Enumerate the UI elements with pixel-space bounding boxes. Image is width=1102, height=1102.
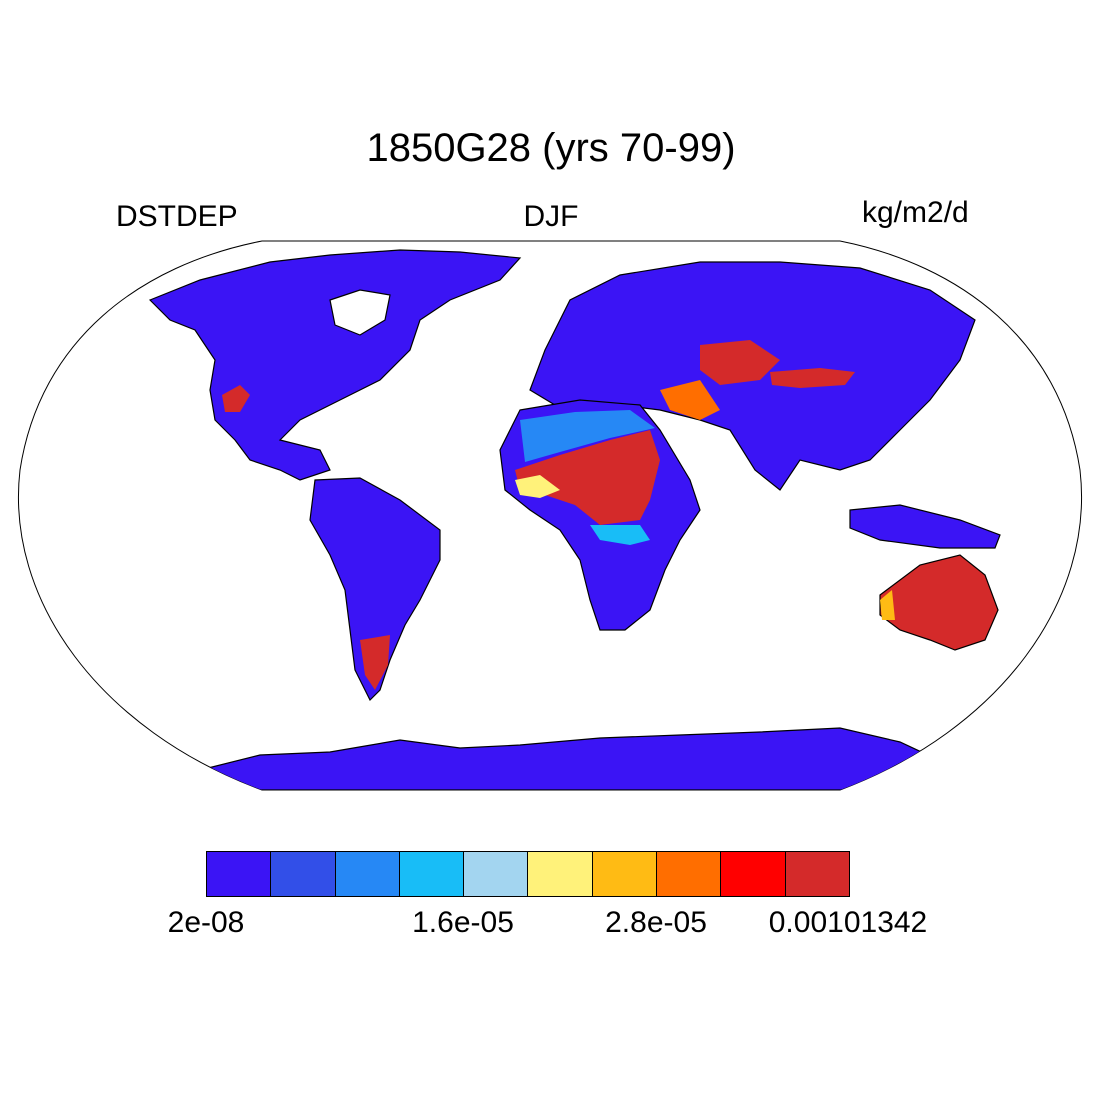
colorbar-bin bbox=[528, 852, 593, 896]
hotspot-arabia bbox=[660, 380, 720, 420]
colorbar bbox=[206, 851, 850, 897]
continent-australia bbox=[879, 554, 999, 651]
colorbar-bin bbox=[785, 852, 849, 896]
hotspot-sahara bbox=[515, 430, 660, 525]
colorbar-tick-label: 0.00101342 bbox=[768, 906, 928, 939]
continent-south-america bbox=[309, 477, 441, 702]
colorbar-bin bbox=[207, 852, 272, 896]
colorbar-bin bbox=[335, 852, 400, 896]
hotspot-patagonia bbox=[360, 635, 390, 690]
variable-label: DSTDEP bbox=[116, 200, 238, 233]
plot-title: 1850G28 (yrs 70-99) bbox=[366, 126, 736, 170]
hotspot-sahel-yellow bbox=[515, 475, 560, 498]
continent-north-america bbox=[148, 249, 522, 481]
colorbar-bin bbox=[657, 852, 722, 896]
transition-north-africa bbox=[520, 410, 655, 462]
colorbar-tick-label: 2.8e-05 bbox=[605, 906, 707, 939]
colorbar-bin bbox=[399, 852, 465, 896]
hotspot-australia-rim bbox=[880, 590, 895, 620]
colorbar-tick-label: 2e-08 bbox=[167, 906, 245, 939]
transition-central-africa bbox=[590, 525, 650, 545]
hotspot-central-asia bbox=[700, 340, 780, 385]
colorbar-bin bbox=[271, 852, 336, 896]
season-label: DJF bbox=[523, 200, 579, 233]
hotspot-taklamakan bbox=[770, 368, 855, 388]
greenland bbox=[329, 289, 391, 336]
colorbar-bin bbox=[721, 852, 786, 896]
colorbar-tick-label: 1.6e-05 bbox=[412, 906, 514, 939]
colorbar-bin bbox=[464, 852, 529, 896]
units-label: kg/m2/d bbox=[862, 196, 969, 229]
colorbar-bin bbox=[592, 852, 658, 896]
maritime-continent bbox=[849, 504, 1001, 549]
hotspot-sw-north-america bbox=[222, 385, 250, 412]
